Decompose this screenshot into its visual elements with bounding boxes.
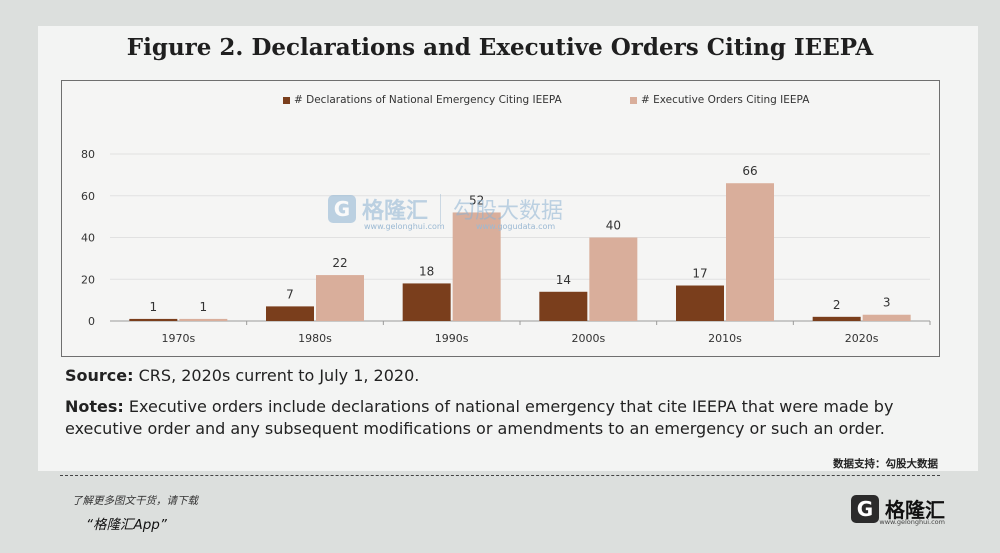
watermark-divider bbox=[440, 194, 442, 224]
data-label: 52 bbox=[469, 193, 484, 207]
data-support-credit: 数据支持：勾股大数据 bbox=[833, 458, 938, 470]
notes: Notes: Executive orders include declarat… bbox=[65, 396, 945, 440]
bar-declarations-1980s bbox=[266, 306, 314, 321]
bar-executive-orders-1990s bbox=[452, 212, 501, 321]
bar-executive-orders-1980s bbox=[316, 275, 364, 321]
y-tick-label: 20 bbox=[81, 273, 95, 286]
source-text: CRS, 2020s current to July 1, 2020. bbox=[138, 366, 420, 385]
watermark-logo-icon: G bbox=[328, 195, 356, 223]
x-tick-label: 1980s bbox=[298, 332, 332, 345]
brand-url: www.gelonghui.com bbox=[879, 518, 945, 526]
bar-declarations-2000s bbox=[539, 291, 588, 321]
y-tick-label: 0 bbox=[88, 315, 95, 328]
legend-label-executive-orders: # Executive Orders Citing IEEPA bbox=[641, 94, 810, 106]
bar-declarations-2010s bbox=[676, 285, 724, 321]
legend-label-declarations: # Declarations of National Emergency Cit… bbox=[294, 94, 562, 106]
watermark-brand: 格隆汇 bbox=[362, 199, 429, 224]
data-label: 1 bbox=[200, 300, 208, 314]
x-tick-label: 2020s bbox=[845, 332, 879, 345]
data-label: 14 bbox=[556, 273, 571, 287]
footer-divider bbox=[60, 475, 940, 476]
x-tick-label: 2000s bbox=[571, 332, 605, 345]
figure-title: Figure 2. Declarations and Executive Ord… bbox=[126, 34, 874, 61]
brand-logo-icon: G bbox=[851, 494, 879, 523]
x-tick-label: 1970s bbox=[161, 332, 195, 345]
y-tick-label: 80 bbox=[81, 148, 95, 161]
bar-executive-orders-1970s bbox=[179, 318, 228, 321]
bar-declarations-2020s bbox=[812, 316, 861, 321]
watermark-partner: 勾股大数据 bbox=[453, 199, 564, 224]
legend-item-executive-orders: # Executive Orders Citing IEEPA bbox=[630, 94, 809, 106]
data-label: 2 bbox=[833, 298, 841, 312]
watermark-brand-url: www.gelonghui.com bbox=[364, 222, 445, 231]
notes-text: Executive orders include declarations of… bbox=[65, 397, 894, 438]
bar-executive-orders-2000s bbox=[589, 237, 638, 321]
data-label: 22 bbox=[332, 256, 347, 270]
data-label: 66 bbox=[742, 164, 757, 178]
source-label: Source: bbox=[65, 366, 134, 385]
notes-label: Notes: bbox=[65, 397, 124, 416]
data-label: 7 bbox=[286, 287, 294, 301]
bar-executive-orders-2010s bbox=[726, 183, 774, 321]
data-label: 17 bbox=[692, 267, 707, 281]
watermark-partner-url: www.gogudata.com bbox=[476, 222, 556, 231]
brand-name: 格隆汇 bbox=[885, 498, 945, 522]
data-label: 3 bbox=[883, 296, 891, 310]
watermark: G 格隆汇 勾股大数据 bbox=[328, 193, 563, 225]
footer-app-name: “格隆汇App” bbox=[86, 517, 167, 533]
brand-logo[interactable]: G 格隆汇 www.gelonghui.com bbox=[851, 494, 945, 526]
bar-declarations-1990s bbox=[402, 283, 451, 321]
source-line: Source: CRS, 2020s current to July 1, 20… bbox=[65, 366, 419, 385]
data-label: 40 bbox=[606, 219, 621, 233]
x-tick-label: 1990s bbox=[435, 332, 469, 345]
legend-item-declarations: # Declarations of National Emergency Cit… bbox=[283, 94, 562, 106]
data-label: 1 bbox=[150, 300, 158, 314]
bar-executive-orders-2020s bbox=[862, 314, 911, 321]
y-tick-label: 40 bbox=[81, 232, 95, 245]
data-label: 18 bbox=[419, 264, 434, 278]
bar-declarations-1970s bbox=[129, 318, 178, 321]
footer-download-hint: 了解更多图文干货，请下载 bbox=[72, 495, 198, 507]
chart-legend: # Declarations of National Emergency Cit… bbox=[0, 94, 1000, 110]
y-tick-label: 60 bbox=[81, 190, 95, 203]
legend-swatch-executive-orders bbox=[630, 96, 637, 104]
x-tick-label: 2010s bbox=[708, 332, 742, 345]
legend-swatch-declarations bbox=[283, 96, 290, 104]
